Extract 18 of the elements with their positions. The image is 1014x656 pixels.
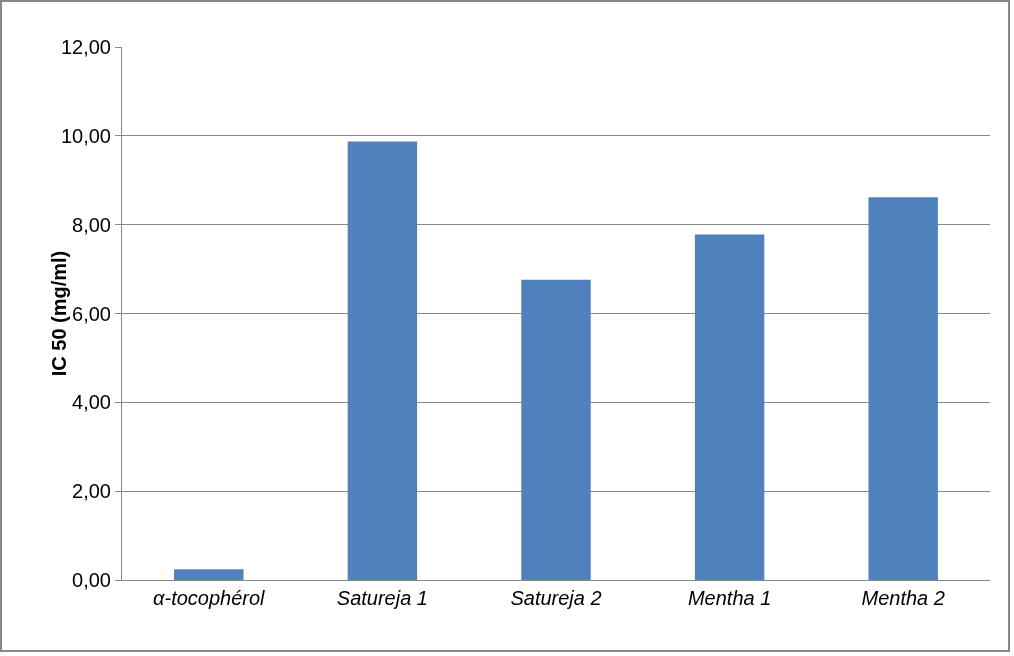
y-tick-label: 4,00 bbox=[72, 391, 111, 414]
y-tick-label: 6,00 bbox=[72, 302, 111, 325]
y-tick-label: 10,00 bbox=[60, 124, 111, 147]
bar bbox=[694, 234, 765, 580]
y-tick-label: 8,00 bbox=[72, 213, 111, 236]
x-tick-label: Mentha 1 bbox=[687, 587, 772, 609]
y-axis-title: IC 50 (mg/ml) bbox=[48, 250, 71, 377]
bar bbox=[174, 569, 244, 580]
bar bbox=[521, 279, 591, 580]
y-tick-label: 0,00 bbox=[72, 569, 111, 591]
bar bbox=[868, 197, 938, 580]
x-tick-label: Mentha 2 bbox=[861, 587, 945, 609]
x-tick-label: α-tocophérol bbox=[153, 587, 266, 609]
x-tick-label: Satureja 1 bbox=[336, 587, 428, 609]
bar bbox=[347, 141, 418, 580]
x-tick-label: Satureja 2 bbox=[510, 587, 602, 609]
y-tick-label: 2,00 bbox=[72, 480, 111, 503]
y-tick-label: 12,00 bbox=[60, 36, 111, 58]
